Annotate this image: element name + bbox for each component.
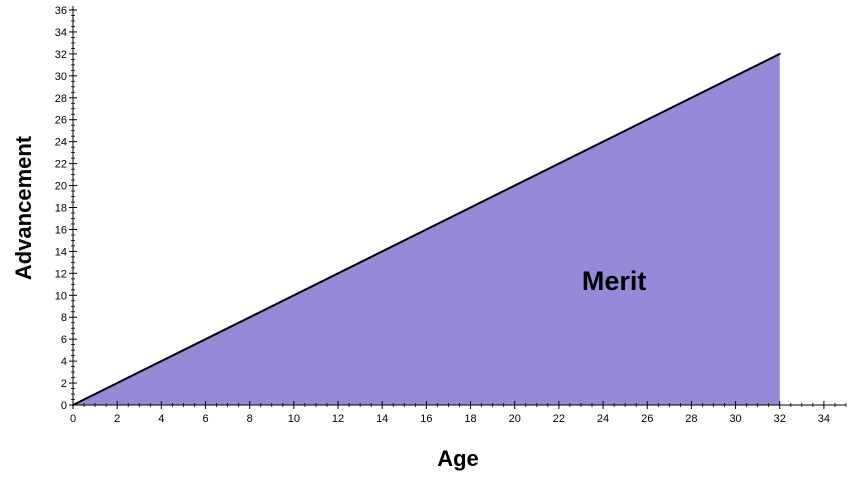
y-tick-label: 8 [61, 312, 67, 324]
x-tick-label: 22 [553, 413, 565, 425]
y-tick-label: 24 [55, 137, 67, 149]
x-tick-label: 12 [332, 413, 344, 425]
data-point [778, 52, 781, 55]
tick-labels: 0 2 4 6 8 10 12 14 16 18 20 22 24 26 28 30 32 34024681012… [55, 5, 830, 425]
y-axis-title: Advancement [11, 135, 36, 280]
y-tick-label: 10 [55, 290, 67, 302]
y-tick-label: 6 [61, 334, 67, 346]
x-tick-label: 20 [509, 413, 521, 425]
y-tick-label: 20 [55, 181, 67, 193]
y-tick-label: 22 [55, 159, 67, 171]
y-tick-label: 30 [55, 71, 67, 83]
y-tick-label: 2 [61, 378, 67, 390]
y-tick-label: 4 [61, 356, 67, 368]
x-tick-label: 4 [158, 413, 164, 425]
x-tick-label: 34 [818, 413, 830, 425]
x-tick-label: 30 [729, 413, 741, 425]
x-tick-label: 14 [376, 413, 388, 425]
x-tick-label: 0 [70, 413, 76, 425]
y-tick-label: 26 [55, 115, 67, 127]
y-tick-label: 12 [55, 268, 67, 280]
y-tick-label: 16 [55, 224, 67, 236]
x-tick-label: 2 [114, 413, 120, 425]
y-tick-label: 28 [55, 93, 67, 105]
x-tick-label: 6 [202, 413, 208, 425]
x-tick-label: 32 [774, 413, 786, 425]
x-tick-label: 28 [685, 413, 697, 425]
plot-area [72, 52, 781, 406]
merit-annotation: Merit [582, 266, 647, 296]
x-axis-title: Age [437, 446, 479, 471]
x-tick-label: 24 [597, 413, 609, 425]
series-line-0 [72, 52, 781, 406]
x-tick-label: 16 [420, 413, 432, 425]
x-tick-label: 8 [247, 413, 253, 425]
x-tick-label: 10 [288, 413, 300, 425]
y-tick-label: 0 [61, 400, 67, 412]
x-tick-label: 18 [464, 413, 476, 425]
axes [69, 6, 847, 409]
y-tick-label: 18 [55, 203, 67, 215]
y-tick-label: 32 [55, 49, 67, 61]
x-tick-label: 26 [641, 413, 653, 425]
y-tick-label: 14 [55, 246, 67, 258]
y-tick-label: 34 [55, 27, 67, 39]
y-tick-label: 36 [55, 5, 67, 17]
